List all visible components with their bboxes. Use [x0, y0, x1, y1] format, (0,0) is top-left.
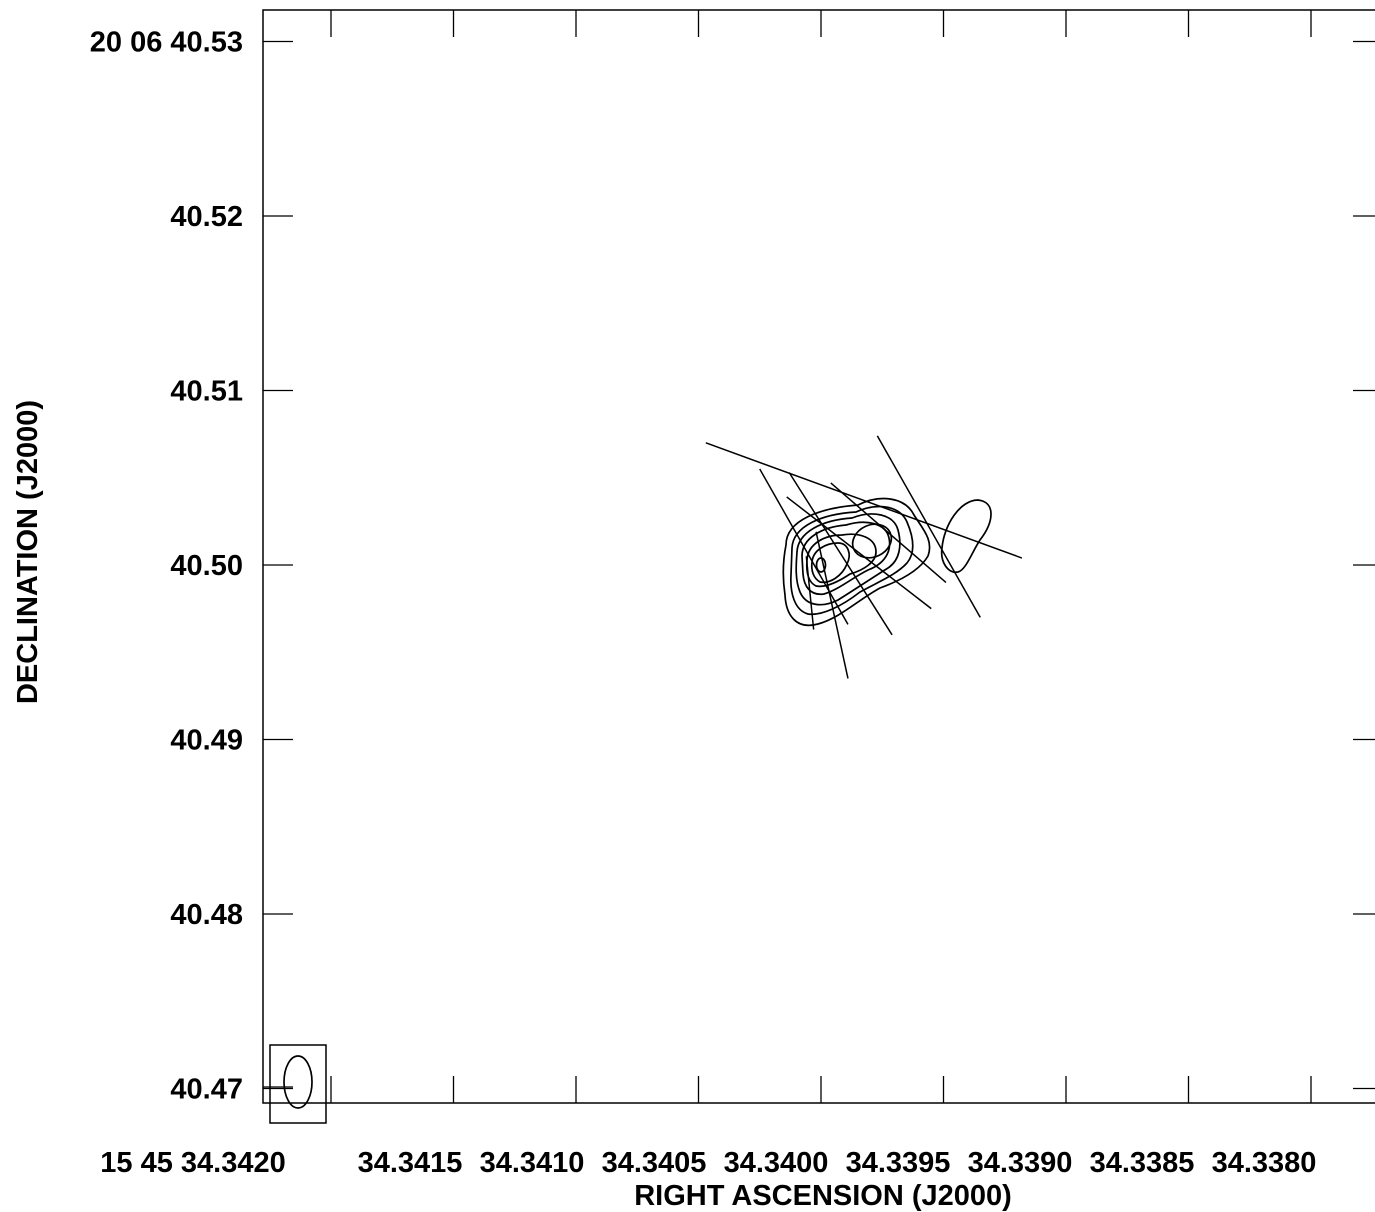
y-tick-label: 40.48: [170, 899, 243, 931]
polarization-vector: [786, 496, 932, 610]
y-tick-label: 40.51: [170, 376, 243, 408]
x-tick-label: 34.3405: [602, 1147, 707, 1179]
y-tick-label: 40.47: [170, 1074, 243, 1106]
contour-main-level-5: [805, 533, 877, 588]
polarization-vector: [705, 442, 1023, 559]
y-tick-label: 20 06 40.53: [90, 27, 243, 59]
axis-ticks: [263, 10, 1375, 1103]
polarization-vector: [805, 556, 815, 630]
y-tick-label: 40.52: [170, 201, 243, 233]
x-tick-label: 34.3385: [1090, 1147, 1195, 1179]
contour-main-level-2: [790, 505, 914, 616]
plot-frame: [262, 9, 1375, 1104]
y-tick-label: 40.49: [170, 725, 243, 757]
x-tick-label: 34.3390: [968, 1147, 1073, 1179]
x-axis-label: RIGHT ASCENSION (J2000): [634, 1180, 1012, 1212]
x-tick-label: 34.3410: [480, 1147, 585, 1179]
polarization-vector: [815, 531, 849, 679]
y-tick-labels: 20 06 40.53 40.52 40.51 40.50 40.49 40.48 40.4…: [90, 27, 243, 1106]
contour-peak: [815, 557, 827, 573]
polarization-vector: [759, 468, 849, 625]
beam-box: [269, 1044, 327, 1124]
contour-main-level-4: [801, 521, 891, 596]
contour-west-blob: [940, 499, 992, 573]
x-tick-label: 34.3415: [358, 1147, 463, 1179]
y-axis-label: DECLINATION (J2000): [12, 400, 44, 704]
contour-main-level-1: [782, 497, 931, 627]
contour-layer: [782, 497, 992, 627]
polarization-vector: [788, 472, 893, 636]
polarization-vector: [876, 435, 981, 618]
beam-ellipse: [283, 1055, 313, 1109]
y-tick-label: 40.50: [170, 550, 243, 582]
x-tick-label: 15 45 34.3420: [100, 1147, 285, 1179]
beam-indicator: [263, 1044, 327, 1124]
x-tick-label: 34.3400: [724, 1147, 829, 1179]
contour-main-level-3: [795, 513, 901, 606]
x-tick-label: 34.3395: [846, 1147, 951, 1179]
plot-area: [262, 9, 1375, 1124]
polarization-vector-layer: [705, 435, 1023, 679]
polarization-vector: [830, 482, 947, 584]
x-tick-label: 34.3380: [1212, 1147, 1317, 1179]
x-tick-labels: 15 45 34.3420 34.3415 34.3410 34.3405 34.340…: [100, 1147, 1316, 1179]
